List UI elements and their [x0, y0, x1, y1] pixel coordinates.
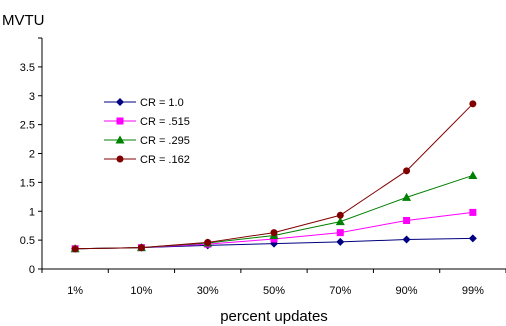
x-axis-title: percent updates — [220, 308, 328, 325]
legend-label: CR = .515 — [140, 116, 190, 128]
legend-marker — [116, 117, 124, 125]
data-point — [204, 238, 212, 246]
legend-label: CR = .162 — [140, 154, 190, 166]
series-line — [75, 103, 474, 250]
x-tick-label: 30% — [197, 285, 219, 297]
data-point — [137, 244, 145, 252]
y-tick-label: 2.5 — [20, 120, 35, 132]
data-point — [402, 235, 411, 244]
x-tick-label: 10% — [130, 285, 152, 297]
legend-marker — [115, 135, 125, 144]
data-point — [469, 208, 477, 216]
y-axis-title: MVTU — [2, 12, 45, 29]
data-point — [270, 229, 278, 237]
data-point — [469, 100, 477, 108]
data-point — [403, 216, 411, 224]
data-point — [71, 245, 79, 253]
y-tick-label: 2 — [29, 149, 35, 161]
y-tick-label: 3.5 — [20, 62, 35, 74]
legend: CR = 1.0 CR = .515 CR = .295 CR = .162 — [104, 97, 190, 166]
data-point — [336, 237, 345, 246]
x-tick-label: 70% — [329, 285, 351, 297]
data-point — [336, 211, 344, 219]
x-tick-label: 50% — [263, 285, 285, 297]
data-point — [402, 192, 412, 201]
x-tick-label: 90% — [396, 285, 418, 297]
x-tick-label: 1% — [67, 285, 83, 297]
plot-area: 0 0.5 1 1.5 2 2.5 3 3.5 1% 10% 30% 50% 70% 90% 99% — [20, 37, 506, 297]
data-point — [403, 167, 411, 175]
y-tick-label: 1 — [29, 206, 35, 218]
legend-label: CR = .295 — [140, 135, 190, 147]
legend-marker — [116, 155, 124, 163]
data-point — [336, 229, 344, 237]
data-point — [335, 217, 345, 226]
legend-label: CR = 1.0 — [140, 97, 184, 109]
y-tick-label: 3 — [29, 91, 35, 103]
y-tick-label: 0.5 — [20, 235, 35, 247]
x-tick-label: 99% — [462, 285, 484, 297]
legend-marker — [116, 98, 124, 106]
data-point — [468, 234, 477, 243]
y-tick-label: 1.5 — [20, 177, 35, 189]
y-tick-label: 0 — [29, 264, 35, 276]
data-point — [468, 170, 478, 179]
